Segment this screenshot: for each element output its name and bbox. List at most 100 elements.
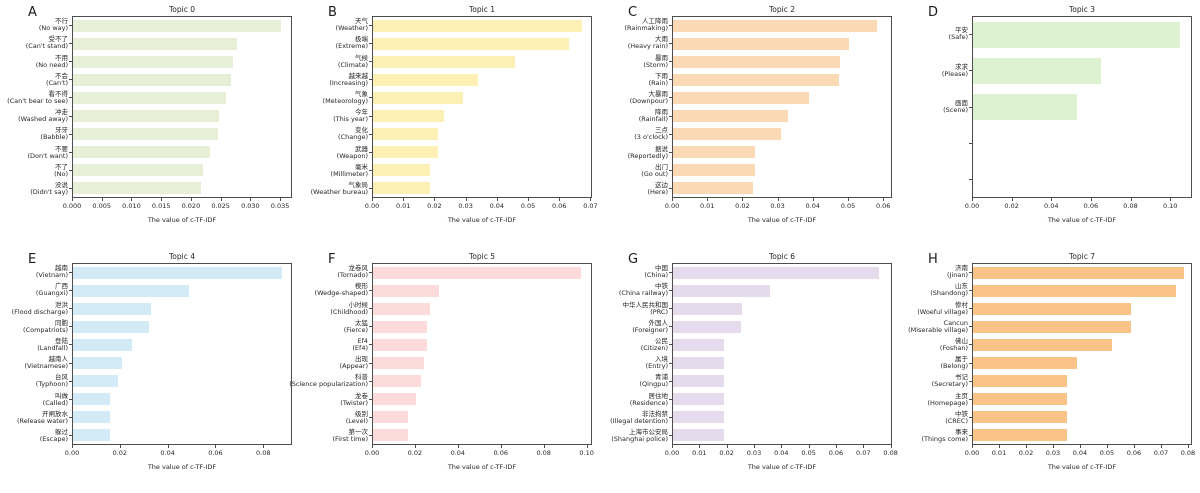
panel-title: Topic 5: [468, 252, 496, 261]
y-axis-term: Cancun: [943, 318, 968, 327]
y-axis-translation: (Guangxi): [35, 289, 68, 298]
bar: [673, 410, 725, 424]
y-axis-label: 山东 (Shandong): [930, 283, 968, 297]
x-tick: [883, 198, 885, 201]
y-axis-translation: (Appear): [339, 362, 368, 371]
y-axis-translation: (Safe): [948, 33, 968, 42]
x-tick: [998, 445, 1000, 448]
y-axis-label: 大雨 (Heavy rain): [628, 36, 668, 50]
y-axis-term: 大雨: [655, 35, 668, 44]
plot-area: [372, 16, 592, 198]
y-axis-label: 龙卷风 (Tornado): [337, 265, 368, 279]
y-axis-translation: (Rainfall): [638, 115, 668, 124]
bar: [673, 320, 742, 334]
y-tick: [69, 24, 72, 26]
y-tick: [669, 399, 672, 400]
y-axis-label: 事来 (Things come): [921, 428, 968, 443]
x-tick: [250, 198, 252, 201]
bar: [373, 37, 570, 51]
y-tick: [669, 79, 672, 81]
bar: [973, 284, 1177, 298]
y-tick: [369, 435, 372, 437]
y-axis-label: 太猛 (Fierce): [344, 319, 368, 334]
y-tick: [369, 24, 372, 26]
x-tick-label: 0.02: [1018, 449, 1034, 457]
x-axis-label: The value of c-TF-IDF: [147, 216, 217, 224]
y-tick: [69, 380, 72, 382]
y-tick: [369, 326, 372, 328]
x-tick-label: 0.07: [856, 449, 871, 457]
x-tick-label: 0.00: [964, 202, 980, 210]
x-tick: [403, 198, 405, 201]
bar: [373, 91, 463, 105]
y-tick: [969, 142, 972, 144]
y-axis-term: 毫米: [355, 162, 368, 171]
x-tick: [707, 198, 709, 201]
y-axis-translation: (Jinan): [946, 271, 968, 280]
x-tick-label: 0.02: [112, 449, 128, 457]
y-axis-term: 级别: [355, 409, 368, 418]
y-axis-label: 冲走 (Washed away): [18, 109, 68, 123]
bar: [973, 266, 1185, 280]
bar: [373, 338, 428, 352]
x-tick: [777, 198, 779, 201]
bar: [973, 302, 1131, 316]
x-tick: [726, 445, 728, 448]
y-axis-term: 青浦: [655, 373, 668, 382]
y-axis-label: 叫做 (Called): [43, 392, 68, 407]
y-axis-label: 越南 (Vietnam): [36, 265, 68, 279]
x-tick: [167, 445, 169, 448]
y-axis-term: 登陆: [55, 336, 68, 345]
y-tick: [669, 188, 672, 190]
x-tick-label: 0.010: [122, 202, 141, 210]
x-axis-label: The value of c-TF-IDF: [1047, 216, 1117, 224]
y-tick: [369, 188, 372, 190]
x-tick: [1170, 198, 1172, 201]
y-axis-translation: (Citizen): [640, 343, 668, 352]
x-tick-label: 0.04: [1072, 449, 1088, 457]
y-axis-term: 台风: [55, 373, 68, 382]
y-axis-label: 上海市公安局 (Shanghai police): [611, 428, 668, 443]
y-axis-term: 武器: [355, 144, 368, 153]
bar: [973, 428, 1067, 442]
x-tick-label: 0.035: [270, 202, 290, 210]
panel-letter: D: [928, 5, 939, 20]
y-axis-term: 佛山: [955, 336, 968, 345]
x-tick: [1052, 445, 1054, 448]
x-tick: [496, 198, 498, 201]
x-tick: [672, 198, 673, 201]
y-axis-translation: (Extreme): [335, 42, 368, 51]
y-axis-translation: (Landfall): [37, 343, 68, 352]
y-axis-term: 极端: [355, 35, 368, 44]
y-tick: [669, 133, 672, 135]
y-axis-term: 属于: [955, 355, 968, 364]
y-axis-translation: (Miserable village): [908, 325, 968, 334]
y-tick: [69, 42, 72, 44]
y-axis-term: 第一次: [348, 427, 369, 436]
x-tick: [808, 445, 810, 448]
x-tick-label: 0.04: [1044, 202, 1059, 210]
x-tick-label: 0.00: [364, 449, 380, 457]
y-axis-translation: (China railway): [618, 289, 668, 298]
x-tick: [528, 198, 530, 201]
y-axis-label: 看不得 (Can't bear to see): [7, 90, 68, 105]
y-axis-translation: (Vietnamese): [24, 362, 68, 371]
x-tick-label: 0.030: [241, 202, 260, 210]
bar: [973, 94, 1078, 120]
y-tick: [669, 61, 672, 62]
y-axis-translation: (Vietnam): [35, 271, 68, 280]
bar: [673, 127, 782, 141]
y-axis-translation: (No): [54, 169, 68, 178]
x-tick-label: 0.04: [774, 449, 789, 457]
y-axis-translation: (Woeful village): [917, 307, 968, 316]
y-axis-term: 变化: [355, 126, 368, 135]
x-tick-label: 0.000: [62, 202, 82, 210]
x-tick-label: 0.04: [489, 202, 505, 210]
chart-panel-e: E Topic 4 越南 (Vietnam) 广西 (Guangxi) 泄洪 (Flood d…: [0, 247, 300, 493]
y-axis-label: 越来越 (Increasing): [329, 72, 368, 87]
bar: [673, 266, 879, 280]
y-axis-term: 楔形: [355, 282, 368, 291]
x-axis-label: The value of c-TF-IDF: [747, 216, 817, 224]
y-axis-translation: (Typhoon): [35, 380, 68, 389]
bar: [73, 266, 282, 280]
